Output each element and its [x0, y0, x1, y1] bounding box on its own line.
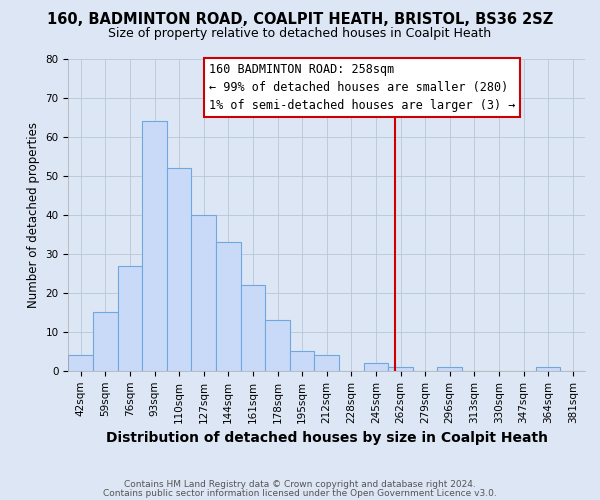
Bar — [241, 285, 265, 371]
X-axis label: Distribution of detached houses by size in Coalpit Heath: Distribution of detached houses by size … — [106, 431, 548, 445]
Bar — [118, 266, 142, 371]
Text: Contains public sector information licensed under the Open Government Licence v3: Contains public sector information licen… — [103, 488, 497, 498]
Bar — [364, 363, 388, 371]
Bar — [536, 367, 560, 371]
Bar — [290, 352, 314, 371]
Bar — [216, 242, 241, 371]
Bar — [167, 168, 191, 371]
Text: Size of property relative to detached houses in Coalpit Heath: Size of property relative to detached ho… — [109, 28, 491, 40]
Bar — [265, 320, 290, 371]
Text: 160, BADMINTON ROAD, COALPIT HEATH, BRISTOL, BS36 2SZ: 160, BADMINTON ROAD, COALPIT HEATH, BRIS… — [47, 12, 553, 28]
Text: 160 BADMINTON ROAD: 258sqm
← 99% of detached houses are smaller (280)
1% of semi: 160 BADMINTON ROAD: 258sqm ← 99% of deta… — [209, 63, 515, 112]
Y-axis label: Number of detached properties: Number of detached properties — [27, 122, 40, 308]
Bar — [388, 367, 413, 371]
Bar — [314, 355, 339, 371]
Bar — [191, 215, 216, 371]
Text: Contains HM Land Registry data © Crown copyright and database right 2024.: Contains HM Land Registry data © Crown c… — [124, 480, 476, 489]
Bar — [68, 355, 93, 371]
Bar — [142, 122, 167, 371]
Bar — [437, 367, 462, 371]
Bar — [93, 312, 118, 371]
